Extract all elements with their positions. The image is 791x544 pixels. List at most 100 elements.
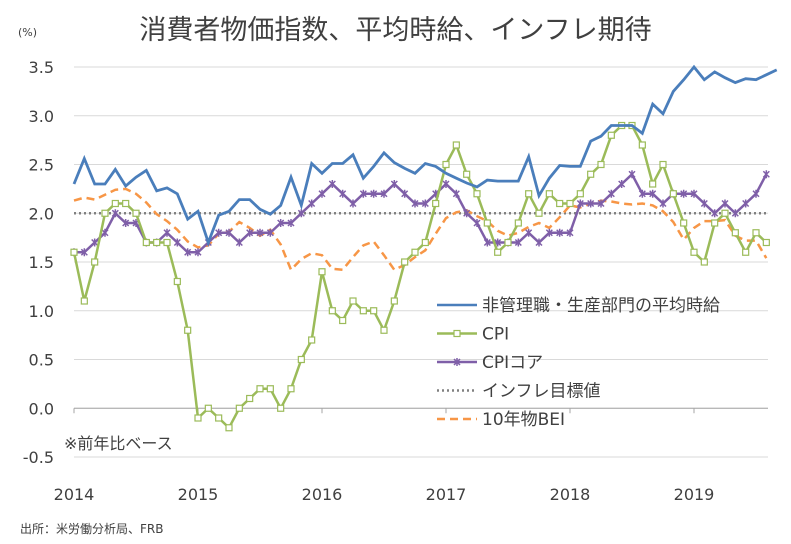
core-cpi-point xyxy=(349,199,357,208)
cpi-point xyxy=(390,297,398,305)
core-cpi-point xyxy=(762,170,770,179)
core-cpi-point xyxy=(597,199,605,208)
cpi-point xyxy=(742,248,750,256)
core-cpi-point xyxy=(235,238,243,247)
x-tick-label: 2016 xyxy=(302,485,343,504)
core-cpi-point xyxy=(339,189,347,198)
cpi-point xyxy=(659,160,667,169)
legend-label: CPI xyxy=(482,325,509,345)
cpi-point xyxy=(194,414,202,422)
cpi-point xyxy=(297,355,305,364)
core-cpi-point xyxy=(421,199,429,208)
core-cpi-point xyxy=(525,228,533,237)
core-cpi-point xyxy=(659,199,667,208)
legend-label: インフレ目標値 xyxy=(482,382,601,402)
cpi-point xyxy=(421,238,429,247)
cpi-point xyxy=(142,238,150,247)
core-cpi-point xyxy=(163,228,171,237)
core-cpi-point xyxy=(308,199,316,208)
chart-title: 消費者物価指数、平均時給、インフレ期待 xyxy=(139,15,652,46)
core-cpi-point xyxy=(91,238,99,247)
cpi-point xyxy=(669,190,677,198)
core-cpi-point xyxy=(194,248,202,257)
x-tick-label: 2014 xyxy=(54,485,95,504)
cpi-point xyxy=(204,404,212,412)
y-unit-label: (%) xyxy=(18,26,38,39)
cpi-point xyxy=(638,141,646,149)
y-tick-label: 2.0 xyxy=(29,204,54,223)
cpi-point xyxy=(173,277,181,286)
cpi-point xyxy=(483,219,491,227)
cpi-point xyxy=(225,424,233,432)
core-cpi-point xyxy=(411,199,419,208)
x-tick-label: 2019 xyxy=(674,485,715,504)
cpi-point xyxy=(122,199,130,208)
core-cpi-point xyxy=(215,228,223,237)
cpi-point xyxy=(370,307,378,315)
cpi-point xyxy=(380,326,388,334)
core-cpi-point xyxy=(277,219,285,227)
core-cpi-point xyxy=(473,219,481,227)
core-cpi-point xyxy=(101,228,109,237)
core-cpi-point xyxy=(731,209,739,218)
cpi-point xyxy=(132,209,140,217)
cpi-point xyxy=(576,190,584,198)
core-cpi-point xyxy=(225,228,233,237)
cpi-point xyxy=(70,248,78,256)
cpi-point xyxy=(597,160,605,169)
note-label: ※前年比ベース xyxy=(64,434,173,453)
cpi-point xyxy=(700,258,708,266)
core-cpi-point xyxy=(359,189,367,198)
core-cpi-point xyxy=(700,199,708,208)
core-cpi-point xyxy=(711,209,719,218)
y-tick-label: 0.5 xyxy=(29,351,54,370)
cpi-point xyxy=(556,199,564,208)
core-cpi-point xyxy=(535,238,543,247)
core-cpi-point xyxy=(452,189,460,198)
core-cpi-point xyxy=(122,219,130,227)
cpi-point xyxy=(80,297,88,305)
core-cpi-point xyxy=(649,189,657,198)
core-cpi-point xyxy=(514,238,522,247)
legend-label: 非管理職・生産部門の平均時給 xyxy=(482,296,720,316)
y-tick-label: 2.5 xyxy=(29,156,54,175)
y-tick-label: 3.5 xyxy=(29,58,54,77)
cpi-point xyxy=(256,385,264,393)
core-cpi-point xyxy=(545,228,553,237)
cpi-point xyxy=(266,385,274,393)
cpi-point xyxy=(762,238,770,247)
cpi-point xyxy=(318,268,326,276)
core-cpi-point xyxy=(297,209,305,218)
cpi-point xyxy=(91,258,99,266)
cpi-point xyxy=(680,219,688,227)
cpi-point xyxy=(731,229,739,237)
core-cpi-point xyxy=(566,228,574,237)
cpi-point xyxy=(101,209,109,217)
core-cpi-point xyxy=(111,209,119,218)
legend-label: CPIコア xyxy=(482,353,543,373)
cpi-point xyxy=(153,238,161,247)
series-line-cpi xyxy=(72,124,768,430)
y-tick-label: 1.0 xyxy=(29,302,54,321)
core-cpi-point xyxy=(287,219,295,227)
cpi-point xyxy=(690,248,698,256)
cpi-point xyxy=(411,248,419,256)
core-cpi-point xyxy=(246,228,254,237)
core-cpi-point xyxy=(742,199,750,208)
cpi-point xyxy=(514,219,522,227)
y-tick-label: 3.0 xyxy=(29,107,54,126)
y-tick-label: -0.5 xyxy=(23,448,54,467)
core-cpi-point xyxy=(680,189,688,198)
cpi-point xyxy=(566,199,574,208)
x-tick-label: 2017 xyxy=(426,485,467,504)
cpi-point xyxy=(215,414,223,422)
x-tick-label: 2015 xyxy=(178,485,219,504)
series-line-core-cpi xyxy=(74,172,768,254)
core-cpi-point xyxy=(576,199,584,208)
cpi-point xyxy=(752,229,760,237)
x-tick-label: 2018 xyxy=(550,485,591,504)
core-cpi-point xyxy=(401,189,409,198)
cpi-point xyxy=(473,190,481,198)
core-cpi-point xyxy=(752,189,760,198)
